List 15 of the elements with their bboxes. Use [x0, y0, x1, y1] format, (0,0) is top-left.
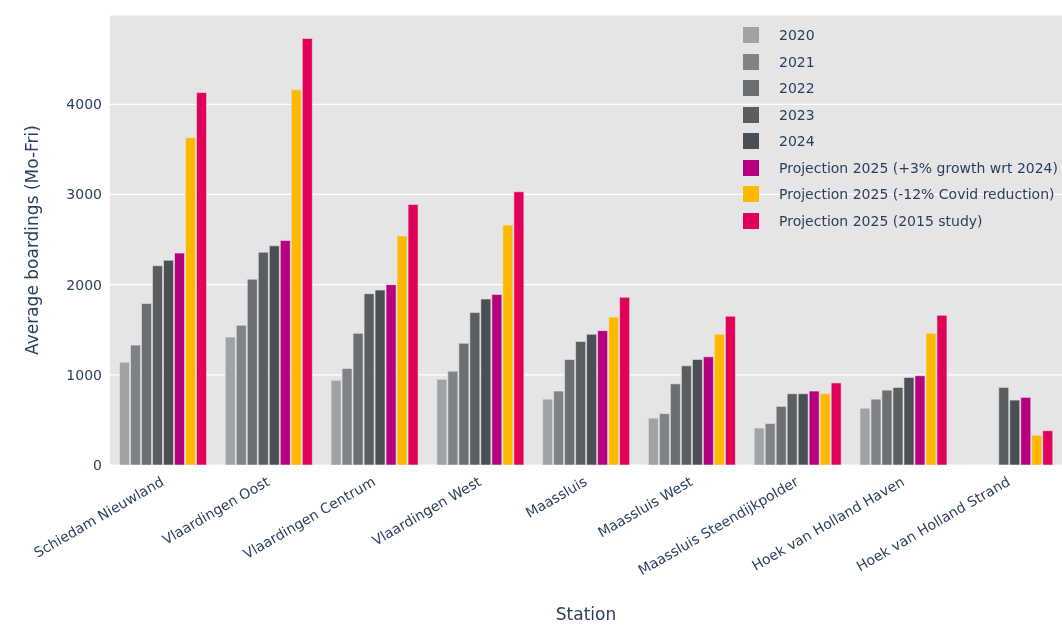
legend-label: 2022	[778, 80, 815, 97]
legend-label: Projection 2025 (+3% growth wrt 2024)	[778, 159, 1058, 176]
y-tick-label: 1000	[66, 366, 102, 383]
y-tick-label: 3000	[66, 186, 102, 203]
y-axis-title: Average boardings (Mo-Fri)	[22, 125, 43, 355]
legend-label: 2023	[778, 106, 815, 123]
legend-label: 2020	[778, 27, 815, 44]
y-tick-label: 2000	[66, 276, 102, 293]
legend-label: Projection 2025 (-12% Covid reduction)	[778, 186, 1055, 203]
x-axis-title: Station	[555, 604, 617, 624]
legend-label: 2024	[778, 133, 815, 150]
legend-label: Projection 2025 (2015 study)	[778, 212, 983, 229]
y-tick-label: 4000	[66, 96, 102, 113]
y-tick-label: 0	[93, 456, 102, 473]
legend-label: 2021	[778, 53, 815, 70]
